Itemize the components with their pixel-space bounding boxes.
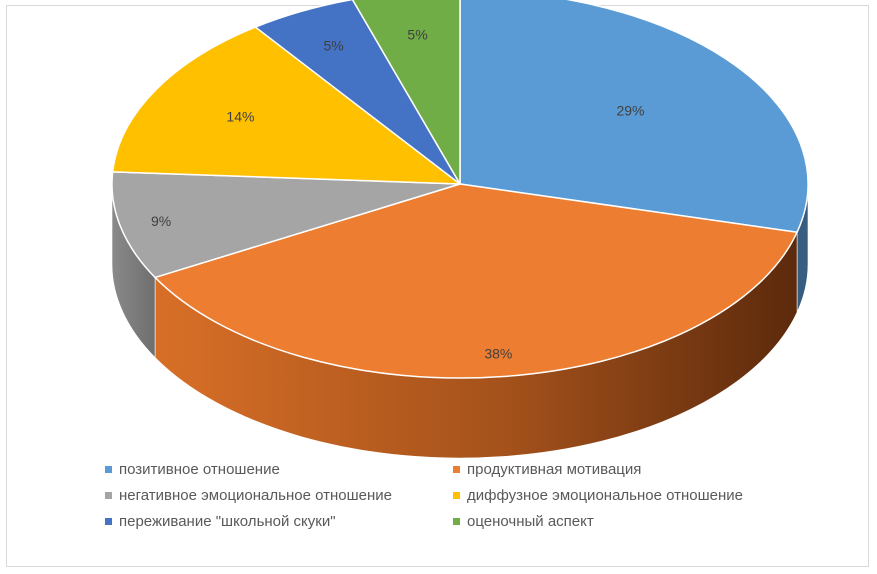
pie-top-layer (111, 0, 809, 379)
legend-marker-boredom (105, 517, 112, 525)
legend-row: переживание "школьной скуки" оценочный а… (105, 508, 825, 534)
legend-marker-positive (105, 465, 112, 473)
data-label-positive: 29% (616, 102, 644, 118)
pie-slice-evaluative (351, 0, 461, 185)
legend-item-evaluative: оценочный аспект (453, 513, 594, 530)
legend-marker-negative (105, 491, 112, 499)
legend-item-negative: негативное эмоциональное отношение (105, 487, 453, 504)
legend-marker-evaluative (453, 517, 460, 525)
legend-label-positive: позитивное отношение (119, 460, 280, 478)
legend-label-boredom: переживание "школьной скуки" (119, 512, 336, 530)
pie-slice-diffuse (111, 26, 461, 185)
legend-label-diffuse: диффузное эмоциональное отношение (467, 486, 743, 504)
legend-item-diffuse: диффузное эмоциональное отношение (453, 487, 743, 504)
legend-label-productive: продуктивная мотивация (467, 460, 642, 478)
legend-label-negative: негативное эмоциональное отношение (119, 486, 392, 504)
data-label-negative: 9% (151, 213, 171, 229)
legend-row: негативное эмоциональное отношение диффу… (105, 482, 825, 508)
legend-marker-diffuse (453, 491, 460, 499)
pie-slice-positive (459, 0, 809, 233)
data-label-boredom: 5% (323, 38, 343, 54)
pie-side-layer (111, 183, 809, 459)
legend-item-boredom: переживание "школьной скуки" (105, 513, 453, 530)
pie-label-layer: 29% 38% 9% 14% 5% 5% (151, 27, 644, 362)
legend-label-evaluative: оценочный аспект (467, 512, 594, 530)
legend-item-productive: продуктивная мотивация (453, 461, 641, 478)
legend-marker-productive (453, 465, 460, 473)
legend: позитивное отношение продуктивная мотива… (105, 456, 825, 534)
legend-row: позитивное отношение продуктивная мотива… (105, 456, 825, 482)
pie-slice-productive (154, 183, 798, 379)
pie-slice-boredom (254, 0, 461, 185)
data-label-productive: 38% (484, 345, 512, 361)
pie-slice-negative (111, 171, 461, 279)
legend-item-positive: позитивное отношение (105, 461, 453, 478)
data-label-evaluative: 5% (407, 27, 427, 43)
data-label-diffuse: 14% (226, 109, 254, 125)
